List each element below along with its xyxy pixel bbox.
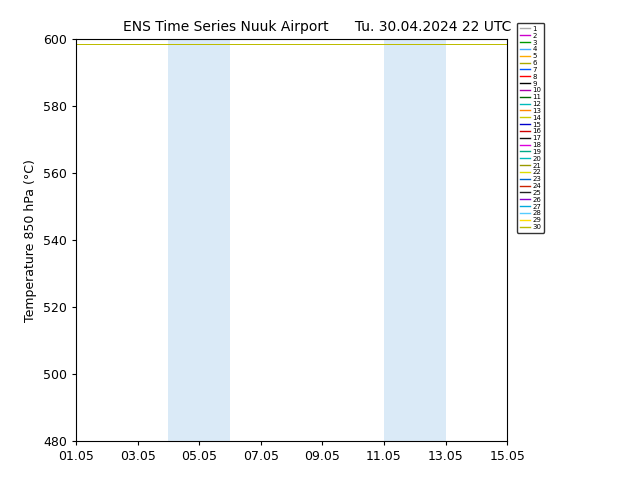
Bar	[384, 39, 446, 441]
Bar	[169, 39, 230, 441]
Legend: 1, 2, 3, 4, 5, 6, 7, 8, 9, 10, 11, 12, 13, 14, 15, 16, 17, 18, 19, 20, 21, 22, 2: 1, 2, 3, 4, 5, 6, 7, 8, 9, 10, 11, 12, 1…	[517, 23, 544, 233]
Text: ENS Time Series Nuuk Airport      Tu. 30.04.2024 22 UTC: ENS Time Series Nuuk Airport Tu. 30.04.2…	[123, 20, 511, 34]
Y-axis label: Temperature 850 hPa (°C): Temperature 850 hPa (°C)	[25, 159, 37, 321]
